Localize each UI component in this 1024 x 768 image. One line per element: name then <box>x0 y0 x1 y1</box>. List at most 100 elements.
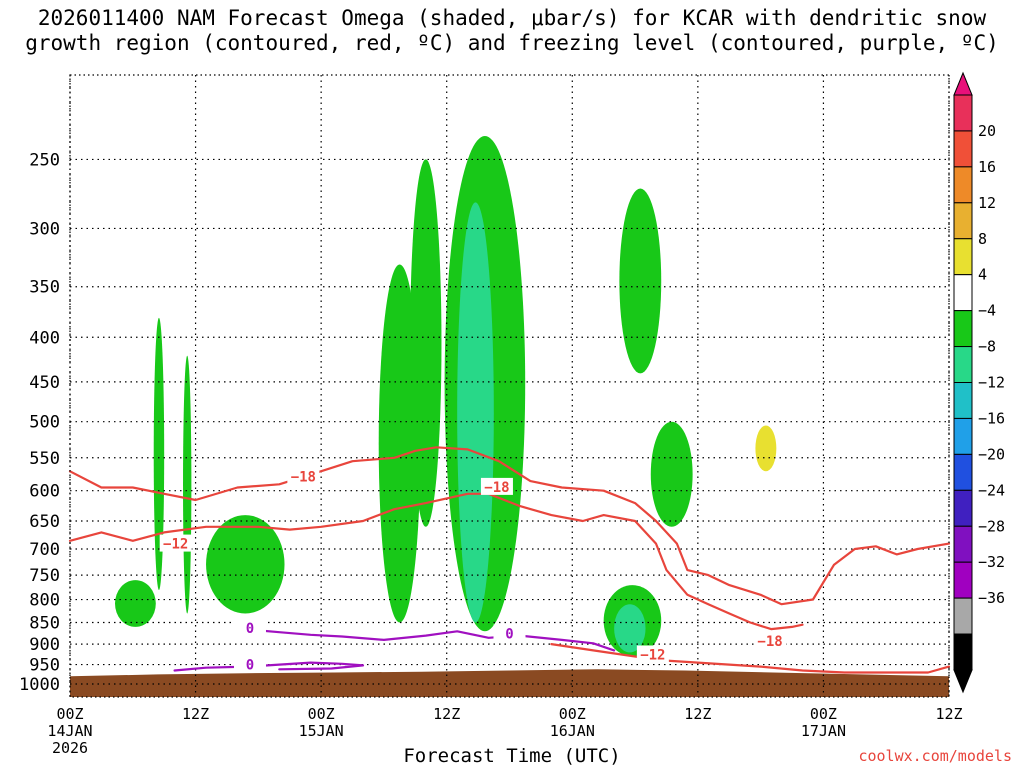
omega-region <box>114 580 156 627</box>
omega-region <box>378 264 421 623</box>
omega-region <box>650 421 693 527</box>
credit-link[interactable]: coolwx.com/models <box>858 747 1012 765</box>
y-tick-label: 650 <box>29 512 60 532</box>
y-tick-label: 500 <box>29 413 60 433</box>
x-tick-label: 12Z <box>935 705 962 723</box>
contour-label: −12 <box>640 647 665 663</box>
x-tick-date: 17JAN <box>801 722 846 740</box>
colorbar-label: −36 <box>978 589 1005 607</box>
contour-line <box>173 661 365 672</box>
x-tick-date: 16JAN <box>550 722 595 740</box>
contour-label: −18 <box>757 634 782 650</box>
x-tick-label: 12Z <box>684 705 711 723</box>
colorbar-bottom-arrow <box>953 669 973 694</box>
chart-title: 2026011400 NAM Forecast Omega (shaded, μ… <box>25 6 999 55</box>
colorbar-label: −28 <box>978 517 1005 535</box>
y-tick-label: 400 <box>29 328 60 348</box>
colorbar-label: 20 <box>978 122 996 140</box>
colorbar-segment <box>953 489 973 527</box>
colorbar-segment <box>953 130 973 168</box>
omega-region <box>410 159 442 527</box>
colorbar-segment <box>953 382 973 419</box>
colorbar-segment <box>953 94 973 132</box>
contour-line <box>550 642 951 674</box>
colorbar-label: −8 <box>978 338 996 356</box>
colorbar-segment <box>953 525 973 563</box>
omega-regions <box>114 136 777 657</box>
contour-label-bg <box>287 467 320 485</box>
x-tick-year: 2026 <box>52 739 88 757</box>
grid <box>69 75 950 697</box>
colorbar-segment <box>953 597 973 635</box>
omega-region <box>619 188 662 374</box>
contour-label-bg <box>754 632 787 650</box>
y-tick-label: 250 <box>29 150 60 170</box>
omega-region <box>153 317 165 590</box>
y-tick-label: 300 <box>29 219 60 239</box>
omega-region <box>206 515 285 614</box>
x-tick-label: 12Z <box>182 705 209 723</box>
colorbar-segment <box>953 417 973 455</box>
contour-label-bg <box>233 655 266 673</box>
contour-label: −18 <box>291 470 316 486</box>
contour-label-bg <box>233 619 266 637</box>
colorbar-label: 12 <box>978 194 996 212</box>
x-tick-label: 00Z <box>308 705 335 723</box>
contour-label-bg <box>159 534 192 552</box>
colorbar-segment <box>953 274 973 312</box>
contour-label-bg <box>636 645 669 663</box>
y-tick-label: 900 <box>29 635 60 655</box>
colorbar-segment <box>953 453 973 491</box>
x-tick-label: 00Z <box>810 705 837 723</box>
y-tick-label: 700 <box>29 540 60 560</box>
y-tick-label: 550 <box>29 449 60 469</box>
y-tick-label: 850 <box>29 613 60 633</box>
colorbar-label: −12 <box>978 374 1005 392</box>
omega-region <box>457 202 494 623</box>
colorbar-segment <box>953 166 973 204</box>
plot-frame <box>69 74 950 698</box>
y-tick-label: 750 <box>29 566 60 586</box>
y-tick-label: 800 <box>29 591 60 611</box>
contour-line <box>68 446 951 606</box>
contour-label-bg <box>493 624 526 642</box>
colorbar-label: 4 <box>978 266 987 284</box>
y-tick-label: 1000 <box>19 675 60 695</box>
contour-label-bg <box>480 477 513 495</box>
y-tick-label: 600 <box>29 482 60 502</box>
x-tick-date: 14JAN <box>47 722 92 740</box>
x-tick-label: 00Z <box>56 705 83 723</box>
contour-line <box>257 629 616 652</box>
colorbar-segment <box>953 346 973 383</box>
colorbar-label: 16 <box>978 158 996 176</box>
contour-label: 0 <box>505 626 513 642</box>
omega-region <box>614 604 646 653</box>
colorbar-label: −32 <box>978 553 1005 571</box>
colorbar-label: −4 <box>978 302 996 320</box>
y-tick-label: 450 <box>29 373 60 393</box>
x-tick-label: 00Z <box>559 705 586 723</box>
colorbar-label: −16 <box>978 409 1005 427</box>
x-tick-label: 12Z <box>433 705 460 723</box>
colorbar-segment <box>953 633 973 671</box>
colorbar-label: −20 <box>978 445 1005 463</box>
colorbar-segment <box>953 202 973 240</box>
contour-label: 0 <box>246 658 254 674</box>
colorbar-segment <box>953 561 973 599</box>
x-axis-label: Forecast Time (UTC) <box>403 745 621 767</box>
colorbar-segment <box>953 310 973 348</box>
x-tick-date: 15JAN <box>299 722 344 740</box>
y-tick-label: 950 <box>29 656 60 676</box>
contour-label: −12 <box>163 537 188 553</box>
colorbar-label: −24 <box>978 481 1005 499</box>
omega-region <box>755 425 777 472</box>
colorbar-top-arrow <box>953 71 973 96</box>
omega-region <box>183 355 192 614</box>
contour-label: −18 <box>484 480 509 496</box>
contour-line <box>68 492 804 631</box>
y-tick-label: 350 <box>29 278 60 298</box>
colorbar-label: 8 <box>978 230 987 248</box>
terrain <box>70 669 949 697</box>
colorbar-segment <box>953 238 973 276</box>
